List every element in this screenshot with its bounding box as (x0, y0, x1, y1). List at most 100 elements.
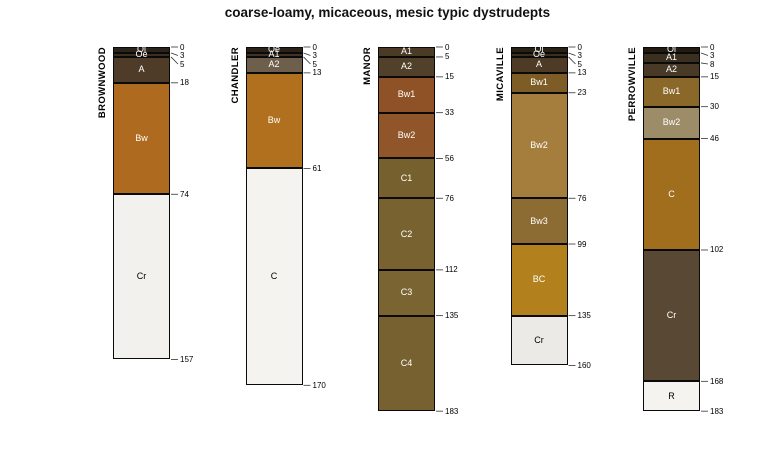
horizon-manor-a1: A1 (378, 47, 435, 57)
horizon-name-label: A2 (268, 59, 280, 70)
depth-label: 13 (312, 68, 322, 78)
horizon-micaville-bw1: Bw1 (510, 72, 568, 93)
depth-label: 23 (577, 88, 587, 98)
depth-label: 0 (577, 42, 582, 52)
depth-label: 56 (445, 153, 454, 163)
horizon-name-label: C4 (400, 357, 413, 368)
depth-label: 5 (577, 59, 582, 69)
depth-label: 99 (577, 239, 587, 249)
horizon-name-label: A2 (665, 64, 677, 75)
horizon-name-label: Bw2 (662, 117, 681, 128)
profile-id-label: MICAVILLE (494, 47, 506, 102)
profile-id-label: CHANDLER (229, 47, 241, 104)
depth-label: 8 (710, 59, 715, 69)
depth-label: 0 (445, 42, 450, 52)
horizon-manor-c3: C3 (378, 269, 435, 316)
depth-label: 61 (312, 163, 322, 173)
horizon-name-label: C2 (400, 228, 413, 239)
depth-label: 183 (710, 406, 724, 416)
horizon-name-label: Oi (534, 44, 544, 55)
horizon-micaville-a: A (510, 56, 568, 73)
horizon-manor-c1: C1 (378, 158, 435, 199)
depth-label: 183 (445, 406, 459, 416)
depth-label: 0 (312, 42, 317, 52)
depth-label: 157 (180, 354, 194, 364)
horizon-name-label: Oi (667, 44, 676, 55)
horizon-perrowville-a1: A1 (643, 53, 700, 63)
horizon-name-label: A (138, 64, 145, 75)
depth-label: 135 (445, 311, 459, 321)
horizon-name-label: Bw1 (530, 77, 548, 88)
horizon-chandler-a1: A1 (245, 49, 303, 60)
chart-title: coarse-loamy, micaceous, mesic typic dys… (224, 5, 551, 20)
horizon-name-label: Oe (267, 44, 280, 55)
horizon-chandler-bw: Bw (245, 72, 303, 169)
horizon-name-label: Bw1 (397, 89, 416, 100)
depth-label: 112 (445, 265, 458, 275)
horizon-name-label: A2 (400, 61, 412, 72)
horizon-manor-c2: C2 (378, 198, 435, 270)
horizon-brownwood-a: A (113, 56, 170, 83)
horizon-manor-bw2: Bw2 (378, 112, 435, 159)
depth-label: 33 (445, 108, 454, 118)
horizon-name-label: C (270, 271, 278, 282)
depth-label: 46 (710, 134, 719, 144)
horizon-name-label: Bw2 (530, 140, 548, 150)
horizon-perrowville-bw1: Bw1 (643, 76, 700, 107)
depth-label: 5 (312, 59, 317, 69)
horizon-name-label: C3 (400, 287, 413, 298)
profile-id-label: MANOR (362, 47, 373, 85)
depth-label: 168 (710, 376, 724, 386)
depth-label: 76 (577, 193, 587, 203)
depth-label: 13 (577, 68, 587, 78)
horizon-name-label: Oe (135, 49, 148, 60)
depth-label: 0 (710, 42, 715, 52)
horizon-name-label: Bw (267, 115, 281, 126)
horizon-micaville-bw3: Bw3 (510, 198, 568, 244)
horizon-micaville-bw2: Bw2 (510, 92, 568, 199)
horizon-perrowville-a2: A2 (643, 62, 700, 77)
horizon-chandler-a2: A2 (245, 56, 303, 73)
horizon-chandler-c: C (245, 168, 303, 386)
horizon-name-label: Bw1 (662, 86, 681, 97)
depth-label: 3 (180, 51, 185, 60)
horizon-brownwood-cr: Cr (113, 194, 170, 360)
horizon-name-label: Bw3 (530, 215, 548, 226)
horizon-perrowville-oi: Oi (643, 44, 700, 55)
depth-label: 0 (180, 42, 185, 52)
horizon-name-label: Cr (666, 310, 677, 321)
profile-id-label: PERROWVILLE (627, 47, 638, 122)
horizon-name-label: Cr (136, 271, 147, 282)
depth-label: 18 (180, 78, 189, 88)
depth-label: 15 (445, 72, 454, 82)
depth-label: 3 (710, 51, 715, 60)
horizon-name-label: A1 (268, 49, 280, 60)
horizon-name-label: Oi (137, 44, 146, 55)
horizon-perrowville-r: R (643, 381, 700, 412)
horizon-name-label: C (668, 188, 675, 199)
depth-label: 102 (710, 245, 724, 255)
horizon-micaville-bc: BC (510, 244, 568, 316)
horizon-brownwood-oe: Oe (113, 49, 170, 60)
horizon-name-label: BC (532, 274, 546, 285)
horizon-manor-c4: C4 (378, 315, 435, 412)
horizon-chandler-oe: Oe (245, 44, 303, 55)
horizon-perrowville-c: C (643, 138, 700, 250)
horizon-perrowville-bw2: Bw2 (643, 106, 700, 139)
depth-label: 5 (180, 59, 185, 69)
horizon-name-label: R (668, 390, 675, 401)
horizon-name-label: Oe (532, 49, 545, 60)
depth-label: 170 (312, 380, 326, 390)
horizon-brownwood-oi: Oi (113, 44, 170, 55)
depth-label: 3 (577, 51, 582, 60)
horizon-brownwood-bw: Bw (113, 82, 170, 195)
depth-label: 5 (445, 52, 450, 62)
horizon-name-label: A1 (400, 46, 412, 57)
horizon-name-label: Bw2 (397, 130, 416, 141)
horizon-name-label: C1 (400, 172, 413, 183)
depth-label: 3 (312, 51, 317, 60)
horizon-perrowville-cr: Cr (643, 249, 700, 382)
depth-label: 160 (577, 360, 591, 370)
horizon-micaville-oi: Oi (510, 44, 568, 55)
